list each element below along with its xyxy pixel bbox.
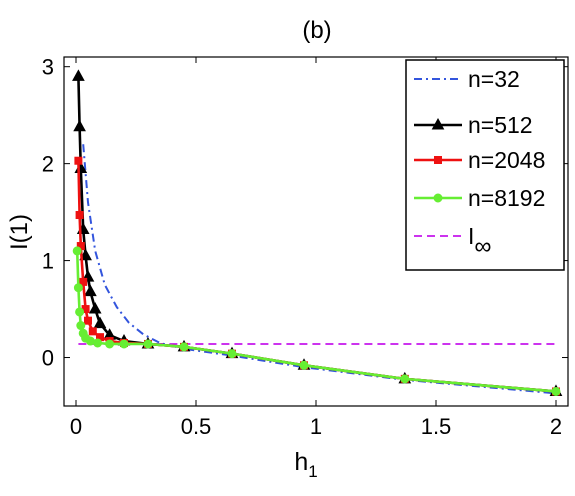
data-point bbox=[179, 342, 189, 352]
data-point bbox=[105, 339, 115, 349]
data-point bbox=[79, 277, 88, 286]
y-tick-label: 3 bbox=[42, 55, 54, 80]
legend-label: I∞ bbox=[468, 223, 492, 260]
y-tick-label: 2 bbox=[42, 152, 54, 177]
x-axis-label: h1 bbox=[294, 448, 317, 481]
data-point bbox=[93, 338, 103, 348]
data-point bbox=[119, 339, 129, 349]
data-point bbox=[88, 302, 102, 314]
data-point bbox=[74, 156, 83, 165]
legend-label: n=8192 bbox=[468, 185, 545, 211]
x-tick-label: 0.5 bbox=[181, 414, 212, 439]
data-point bbox=[75, 307, 85, 317]
data-point bbox=[299, 360, 309, 370]
data-point bbox=[84, 284, 97, 297]
legend-item: I∞ bbox=[414, 223, 492, 260]
data-point bbox=[88, 327, 97, 336]
x-tick-label: 0 bbox=[70, 414, 82, 439]
legend-item: n=32 bbox=[414, 66, 520, 92]
legend-item: n=8192 bbox=[414, 185, 545, 211]
data-point bbox=[400, 374, 410, 384]
legend-marker bbox=[433, 193, 443, 203]
y-axis-label: I(1) bbox=[6, 214, 33, 250]
data-point bbox=[551, 386, 561, 396]
data-point bbox=[73, 119, 86, 132]
legend-label: n=512 bbox=[468, 112, 533, 138]
legend-marker bbox=[431, 117, 445, 130]
x-tick-label: 1.5 bbox=[421, 414, 452, 439]
legend-label: n=32 bbox=[468, 66, 520, 92]
legend: n=32 n=512 n=2048 n=8192 I∞ bbox=[405, 59, 565, 271]
x-axis-label-main: h bbox=[294, 448, 308, 476]
x-axis-label-subscript: 1 bbox=[308, 462, 317, 481]
chart-title: (b) bbox=[302, 17, 331, 44]
data-point bbox=[84, 316, 92, 325]
legend-item: n=2048 bbox=[414, 147, 545, 173]
data-point bbox=[143, 339, 153, 349]
legend-label: n=2048 bbox=[468, 147, 545, 173]
x-tick-label: 2 bbox=[550, 414, 562, 439]
series-line bbox=[75, 250, 557, 393]
data-point bbox=[72, 246, 82, 256]
data-point bbox=[72, 69, 85, 81]
data-point bbox=[93, 316, 107, 329]
data-point bbox=[75, 211, 84, 220]
series-3 bbox=[72, 246, 561, 396]
legend-marker bbox=[434, 156, 442, 164]
legend-item: n=512 bbox=[414, 112, 533, 138]
data-point bbox=[76, 321, 86, 331]
y-tick-label: 1 bbox=[42, 249, 54, 274]
data-point bbox=[73, 283, 83, 293]
y-tick-label: 0 bbox=[42, 346, 54, 371]
data-point bbox=[227, 349, 237, 359]
x-tick-label: 1 bbox=[310, 414, 322, 439]
